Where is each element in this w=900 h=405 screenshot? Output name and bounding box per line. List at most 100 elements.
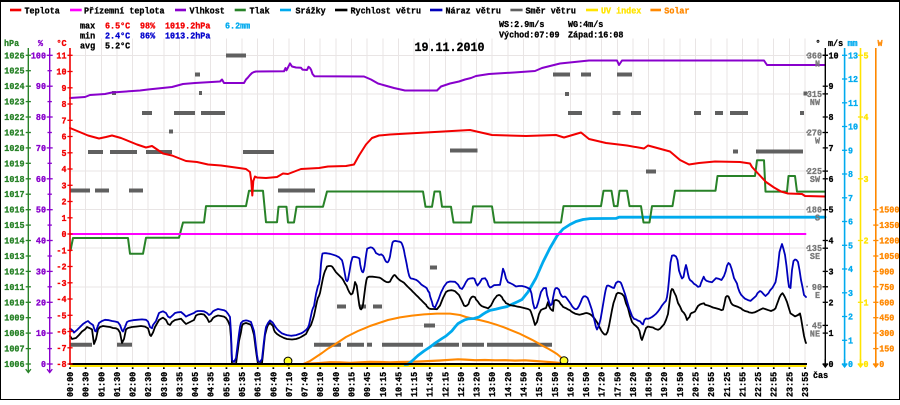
svg-text:15:50: 15:50	[550, 372, 561, 397]
svg-text:7: 7	[848, 193, 853, 204]
svg-text:-3: -3	[56, 278, 67, 289]
svg-text:1: 1	[864, 297, 869, 308]
svg-text:7: 7	[829, 143, 834, 154]
svg-text:1012: 1012	[4, 266, 24, 277]
svg-text:315: 315	[807, 89, 823, 100]
svg-text:19.11.2010: 19.11.2010	[415, 40, 485, 55]
svg-text:135: 135	[807, 243, 823, 254]
svg-text:03:00: 03:00	[159, 372, 170, 397]
svg-text:07:10: 07:10	[284, 372, 295, 397]
svg-text:02:00: 02:00	[128, 372, 139, 397]
svg-text:1014: 1014	[4, 236, 25, 247]
svg-text:900: 900	[879, 266, 894, 277]
svg-text:W: W	[815, 136, 820, 147]
svg-text:20:25: 20:25	[691, 371, 702, 397]
svg-text:86%: 86%	[140, 31, 156, 42]
svg-text:1020: 1020	[4, 143, 24, 154]
svg-text:45: 45	[812, 320, 823, 331]
svg-text:1: 1	[829, 328, 834, 339]
svg-text:1015: 1015	[4, 220, 25, 231]
svg-text:9: 9	[848, 145, 853, 156]
svg-text:08:10: 08:10	[315, 372, 326, 397]
svg-text:270: 270	[807, 128, 822, 139]
svg-text:90: 90	[36, 81, 46, 92]
svg-text:1017: 1017	[4, 189, 24, 200]
svg-text:1008: 1008	[4, 328, 25, 339]
svg-text:300: 300	[879, 328, 894, 339]
svg-text:-5: -5	[56, 310, 67, 321]
svg-text:18:50: 18:50	[644, 372, 655, 397]
svg-text:40: 40	[36, 236, 46, 247]
svg-text:WS:2.9m/s: WS:2.9m/s	[499, 19, 544, 30]
svg-text:08:40: 08:40	[331, 372, 342, 397]
svg-text:06:10: 06:10	[253, 372, 264, 397]
svg-text:m/s: m/s	[828, 38, 843, 49]
svg-text:W: W	[878, 38, 883, 49]
svg-text:6.2mm: 6.2mm	[225, 21, 251, 32]
svg-text:98%: 98%	[140, 21, 156, 32]
svg-text:22:55: 22:55	[769, 371, 780, 397]
svg-text:7: 7	[62, 115, 67, 126]
svg-text:SW: SW	[810, 174, 821, 185]
svg-text:12:15: 12:15	[440, 371, 451, 397]
svg-text:8: 8	[848, 169, 853, 180]
svg-text:1007: 1007	[4, 344, 24, 355]
svg-text:6: 6	[829, 174, 834, 185]
svg-text:S: S	[815, 213, 820, 224]
svg-text:19:20: 19:20	[659, 372, 670, 397]
svg-text:07:40: 07:40	[300, 372, 311, 397]
svg-text:1011: 1011	[4, 282, 25, 293]
svg-text:WG:4m/s: WG:4m/s	[568, 19, 603, 30]
svg-text:11:15: 11:15	[409, 371, 420, 397]
svg-text:225: 225	[807, 166, 823, 177]
svg-text:2: 2	[62, 197, 67, 208]
svg-text:6: 6	[848, 217, 853, 228]
svg-text:4: 4	[864, 112, 869, 123]
svg-text:1018: 1018	[4, 174, 25, 185]
svg-text:Rychlost větru: Rychlost větru	[351, 6, 422, 17]
svg-text:8: 8	[62, 99, 67, 110]
svg-text:12: 12	[848, 74, 858, 85]
svg-text:10: 10	[56, 67, 66, 78]
svg-text:-2: -2	[56, 262, 66, 273]
svg-text:23:55: 23:55	[800, 371, 811, 397]
svg-text:100: 100	[31, 50, 46, 61]
svg-text:%: %	[38, 38, 43, 49]
svg-text:Solar: Solar	[664, 6, 689, 17]
svg-text:1021: 1021	[4, 128, 25, 139]
svg-text:60: 60	[36, 174, 46, 185]
svg-text:hPa: hPa	[4, 38, 20, 49]
svg-text:10:15: 10:15	[378, 371, 389, 397]
svg-text:1013.2hPa: 1013.2hPa	[165, 31, 211, 42]
svg-text:1013: 1013	[4, 251, 25, 262]
svg-text:1500: 1500	[879, 205, 899, 216]
svg-text:11: 11	[848, 98, 859, 109]
svg-text:avg: avg	[80, 41, 95, 52]
svg-text:4: 4	[62, 164, 67, 175]
svg-text:03:35: 03:35	[175, 371, 186, 397]
svg-text:1009: 1009	[4, 313, 24, 324]
svg-text:13:50: 13:50	[487, 372, 498, 397]
svg-text:N: N	[815, 58, 820, 69]
svg-text:15:20: 15:20	[534, 372, 545, 397]
svg-text:750: 750	[879, 282, 894, 293]
svg-text:1023: 1023	[4, 97, 25, 108]
svg-text:9: 9	[62, 83, 67, 94]
svg-text:1019.2hPa: 1019.2hPa	[165, 21, 211, 32]
svg-text:UV index: UV index	[601, 6, 642, 17]
svg-text:Vlhkost: Vlhkost	[190, 6, 225, 17]
svg-text:06:40: 06:40	[268, 372, 279, 397]
svg-text:8: 8	[829, 112, 834, 123]
svg-text:20:55: 20:55	[706, 371, 717, 397]
svg-text:30: 30	[36, 266, 46, 277]
svg-text:2: 2	[829, 297, 834, 308]
svg-text:10:45: 10:45	[393, 371, 404, 397]
svg-text:150: 150	[879, 344, 894, 355]
svg-text:360: 360	[807, 50, 822, 61]
svg-text:17:50: 17:50	[612, 372, 623, 397]
svg-text:-8: -8	[56, 359, 67, 370]
svg-text:3: 3	[864, 174, 869, 185]
svg-text:čas: čas	[813, 370, 828, 381]
svg-text:1350: 1350	[879, 220, 899, 231]
svg-text:01:00: 01:00	[96, 372, 107, 397]
